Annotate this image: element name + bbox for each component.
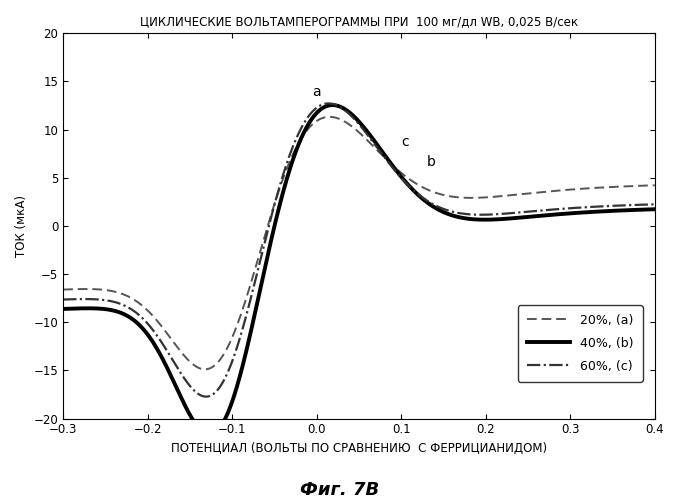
Text: Фиг. 7B: Фиг. 7B bbox=[300, 481, 379, 499]
Text: a: a bbox=[312, 85, 321, 99]
Y-axis label: ТОК (мкА): ТОК (мкА) bbox=[15, 195, 28, 257]
Title: ЦИКЛИЧЕСКИЕ ВОЛЬТАМПЕРОГРАММЫ ПРИ  100 мг/дл WB, 0,025 В/сек: ЦИКЛИЧЕСКИЕ ВОЛЬТАМПЕРОГРАММЫ ПРИ 100 мг… bbox=[140, 15, 578, 28]
Text: b: b bbox=[426, 155, 435, 169]
X-axis label: ПОТЕНЦИАЛ (ВОЛЬТЫ ПО СРАВНЕНИЮ  С ФЕРРИЦИАНИДОМ): ПОТЕНЦИАЛ (ВОЛЬТЫ ПО СРАВНЕНИЮ С ФЕРРИЦИ… bbox=[171, 442, 547, 455]
Text: c: c bbox=[401, 135, 409, 149]
Legend: 20%, (a), 40%, (b), 60%, (c): 20%, (a), 40%, (b), 60%, (c) bbox=[518, 305, 642, 382]
